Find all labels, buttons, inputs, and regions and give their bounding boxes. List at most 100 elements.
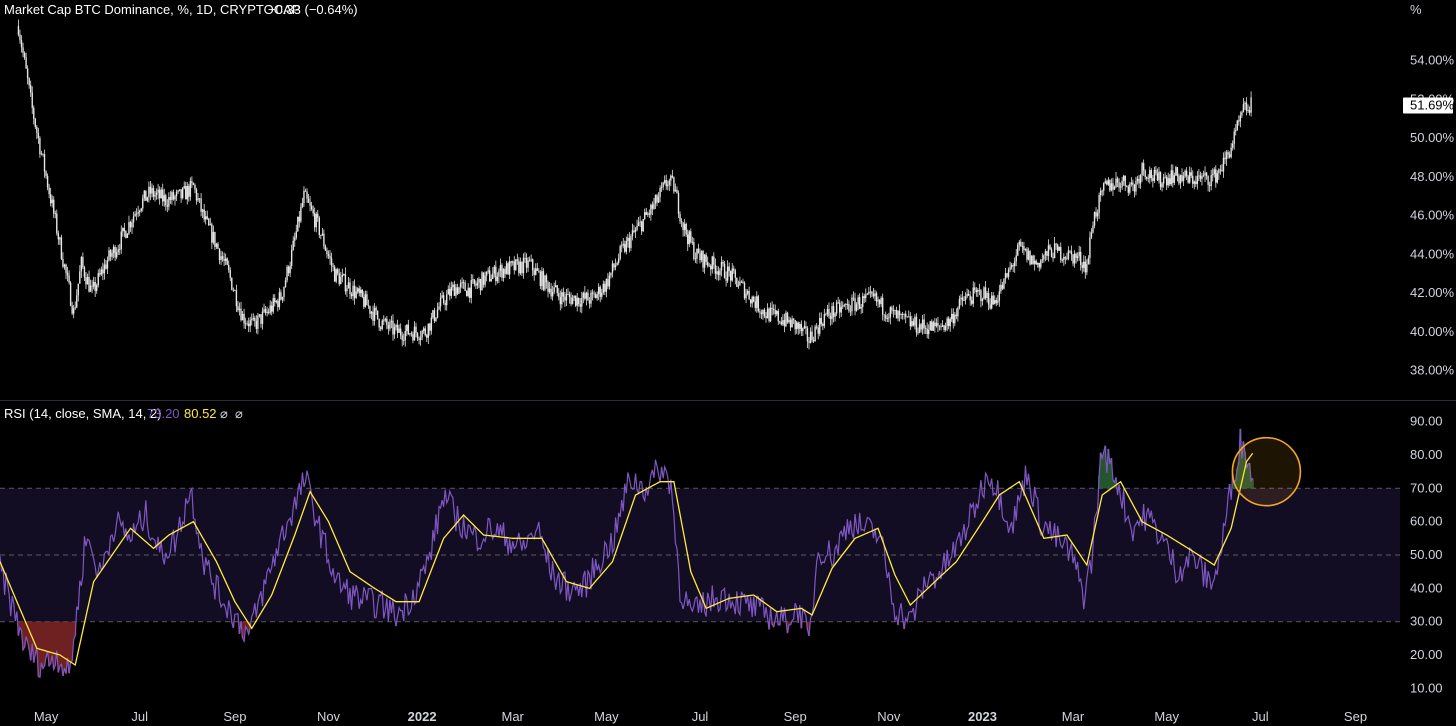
rsi-indicator-label[interactable]: RSI (14, close, SMA, 14, 2) [4, 406, 162, 421]
candle-body [574, 295, 577, 306]
price-candle [1078, 245, 1080, 261]
price-candle [1076, 252, 1079, 262]
candle-body [85, 277, 87, 285]
candle-body [478, 279, 480, 283]
price-candle [602, 280, 604, 295]
candle-body [433, 310, 436, 321]
price-axis-unit[interactable]: % [1410, 2, 1422, 17]
price-candle [663, 175, 666, 185]
time-tick-label[interactable]: Jul [692, 709, 709, 724]
price-candle [77, 283, 79, 302]
price-candle [542, 268, 545, 292]
price-candle [162, 183, 164, 207]
rsi-tick-label[interactable]: 70.00 [1410, 480, 1443, 495]
time-tick-label[interactable]: Sep [784, 709, 807, 724]
candle-body [1126, 185, 1128, 187]
candle-body [739, 281, 741, 286]
candle-body [165, 195, 167, 206]
rsi-tick-label[interactable]: 60.00 [1410, 514, 1443, 529]
price-tick-label[interactable]: 38.00% [1410, 363, 1455, 378]
candle-body [977, 289, 979, 292]
candle-body [1210, 175, 1212, 186]
price-candle [525, 253, 528, 273]
price-candle [734, 268, 737, 285]
rsi-tick-label[interactable]: 40.00 [1410, 580, 1443, 595]
candle-body [622, 243, 624, 246]
price-axis[interactable]: 54.00%52.00%50.00%48.00%46.00%44.00%42.0… [1403, 53, 1455, 378]
rsi-tick-label[interactable]: 80.00 [1410, 447, 1443, 462]
time-tick-label[interactable]: Jul [1252, 709, 1269, 724]
price-tick-label[interactable]: 50.00% [1410, 130, 1455, 145]
time-tick-label[interactable]: May [34, 709, 59, 724]
price-tick-label[interactable]: 54.00% [1410, 53, 1455, 68]
price-candle [644, 208, 646, 221]
price-candle [1150, 168, 1153, 182]
candle-body [200, 198, 202, 212]
price-tick-label[interactable]: 40.00% [1410, 324, 1455, 339]
candle-body [1007, 269, 1010, 277]
price-candle [891, 305, 893, 315]
price-tick-label[interactable]: 44.00% [1410, 246, 1455, 261]
time-tick-label[interactable]: Nov [877, 709, 901, 724]
rsi-tick-label[interactable]: 30.00 [1410, 614, 1443, 629]
price-candle [290, 244, 293, 270]
price-candle [742, 278, 744, 284]
price-tick-label[interactable]: 46.00% [1410, 208, 1455, 223]
price-candle [568, 291, 571, 304]
time-axis[interactable]: May Jul Sep Nov 2022 Mar May Jul Sep Nov 2023 Mar Ma… [34, 709, 1367, 724]
candle-body [941, 325, 944, 327]
candle-body [419, 337, 422, 340]
time-tick-label[interactable]: 2022 [408, 709, 437, 724]
price-candle [858, 293, 861, 310]
candle-body [326, 250, 328, 255]
candle-body [284, 280, 287, 288]
price-candle [1188, 166, 1191, 184]
candle-body [1205, 172, 1208, 177]
price-tick-label[interactable]: 48.00% [1410, 169, 1455, 184]
candle-body [992, 295, 994, 305]
candle-body [340, 277, 342, 285]
price-candle [696, 248, 698, 264]
candle-body [663, 180, 666, 183]
price-candle [76, 289, 78, 309]
candle-body [584, 292, 586, 299]
price-candle [710, 263, 712, 276]
price-candle [1101, 189, 1103, 197]
time-tick-label[interactable]: Nov [317, 709, 341, 724]
time-tick-label[interactable]: May [594, 709, 619, 724]
price-candle [528, 256, 531, 262]
price-candle [964, 292, 967, 305]
time-tick-label[interactable]: Sep [1344, 709, 1367, 724]
candle-body [682, 222, 684, 231]
price-candle [1092, 221, 1094, 234]
rsi-tick-label[interactable]: 10.00 [1410, 680, 1443, 695]
candle-body [921, 319, 924, 330]
time-tick-label[interactable]: May [1154, 709, 1179, 724]
candle-body [633, 230, 635, 232]
time-tick-label[interactable]: Mar [1062, 709, 1085, 724]
price-candle [565, 288, 568, 307]
candle-body [637, 222, 640, 226]
time-tick-label[interactable]: Sep [223, 709, 246, 724]
candle-body [160, 189, 162, 199]
rsi-tick-label[interactable]: 90.00 [1410, 414, 1443, 429]
rsi-pane[interactable] [0, 428, 1400, 679]
rsi-tick-label[interactable]: 20.00 [1410, 647, 1443, 662]
rsi-tick-label[interactable]: 50.00 [1410, 547, 1443, 562]
time-tick-label[interactable]: 2023 [968, 709, 997, 724]
time-tick-label[interactable]: Jul [131, 709, 148, 724]
candle-body [951, 313, 953, 320]
candle-body [809, 331, 812, 343]
price-candle [403, 333, 405, 345]
candle-body [1244, 102, 1246, 105]
time-tick-label[interactable]: Mar [502, 709, 525, 724]
price-pane[interactable] [17, 19, 1252, 350]
price-tick-label[interactable]: 42.00% [1410, 285, 1455, 300]
candle-body [533, 270, 535, 275]
price-candle [567, 288, 569, 295]
candle-body [111, 253, 113, 257]
rsi-axis[interactable]: 90.00 80.00 70.00 60.00 50.00 40.00 30.00 20.00… [1410, 414, 1443, 696]
candle-body [995, 300, 997, 303]
price-candle [725, 271, 727, 287]
